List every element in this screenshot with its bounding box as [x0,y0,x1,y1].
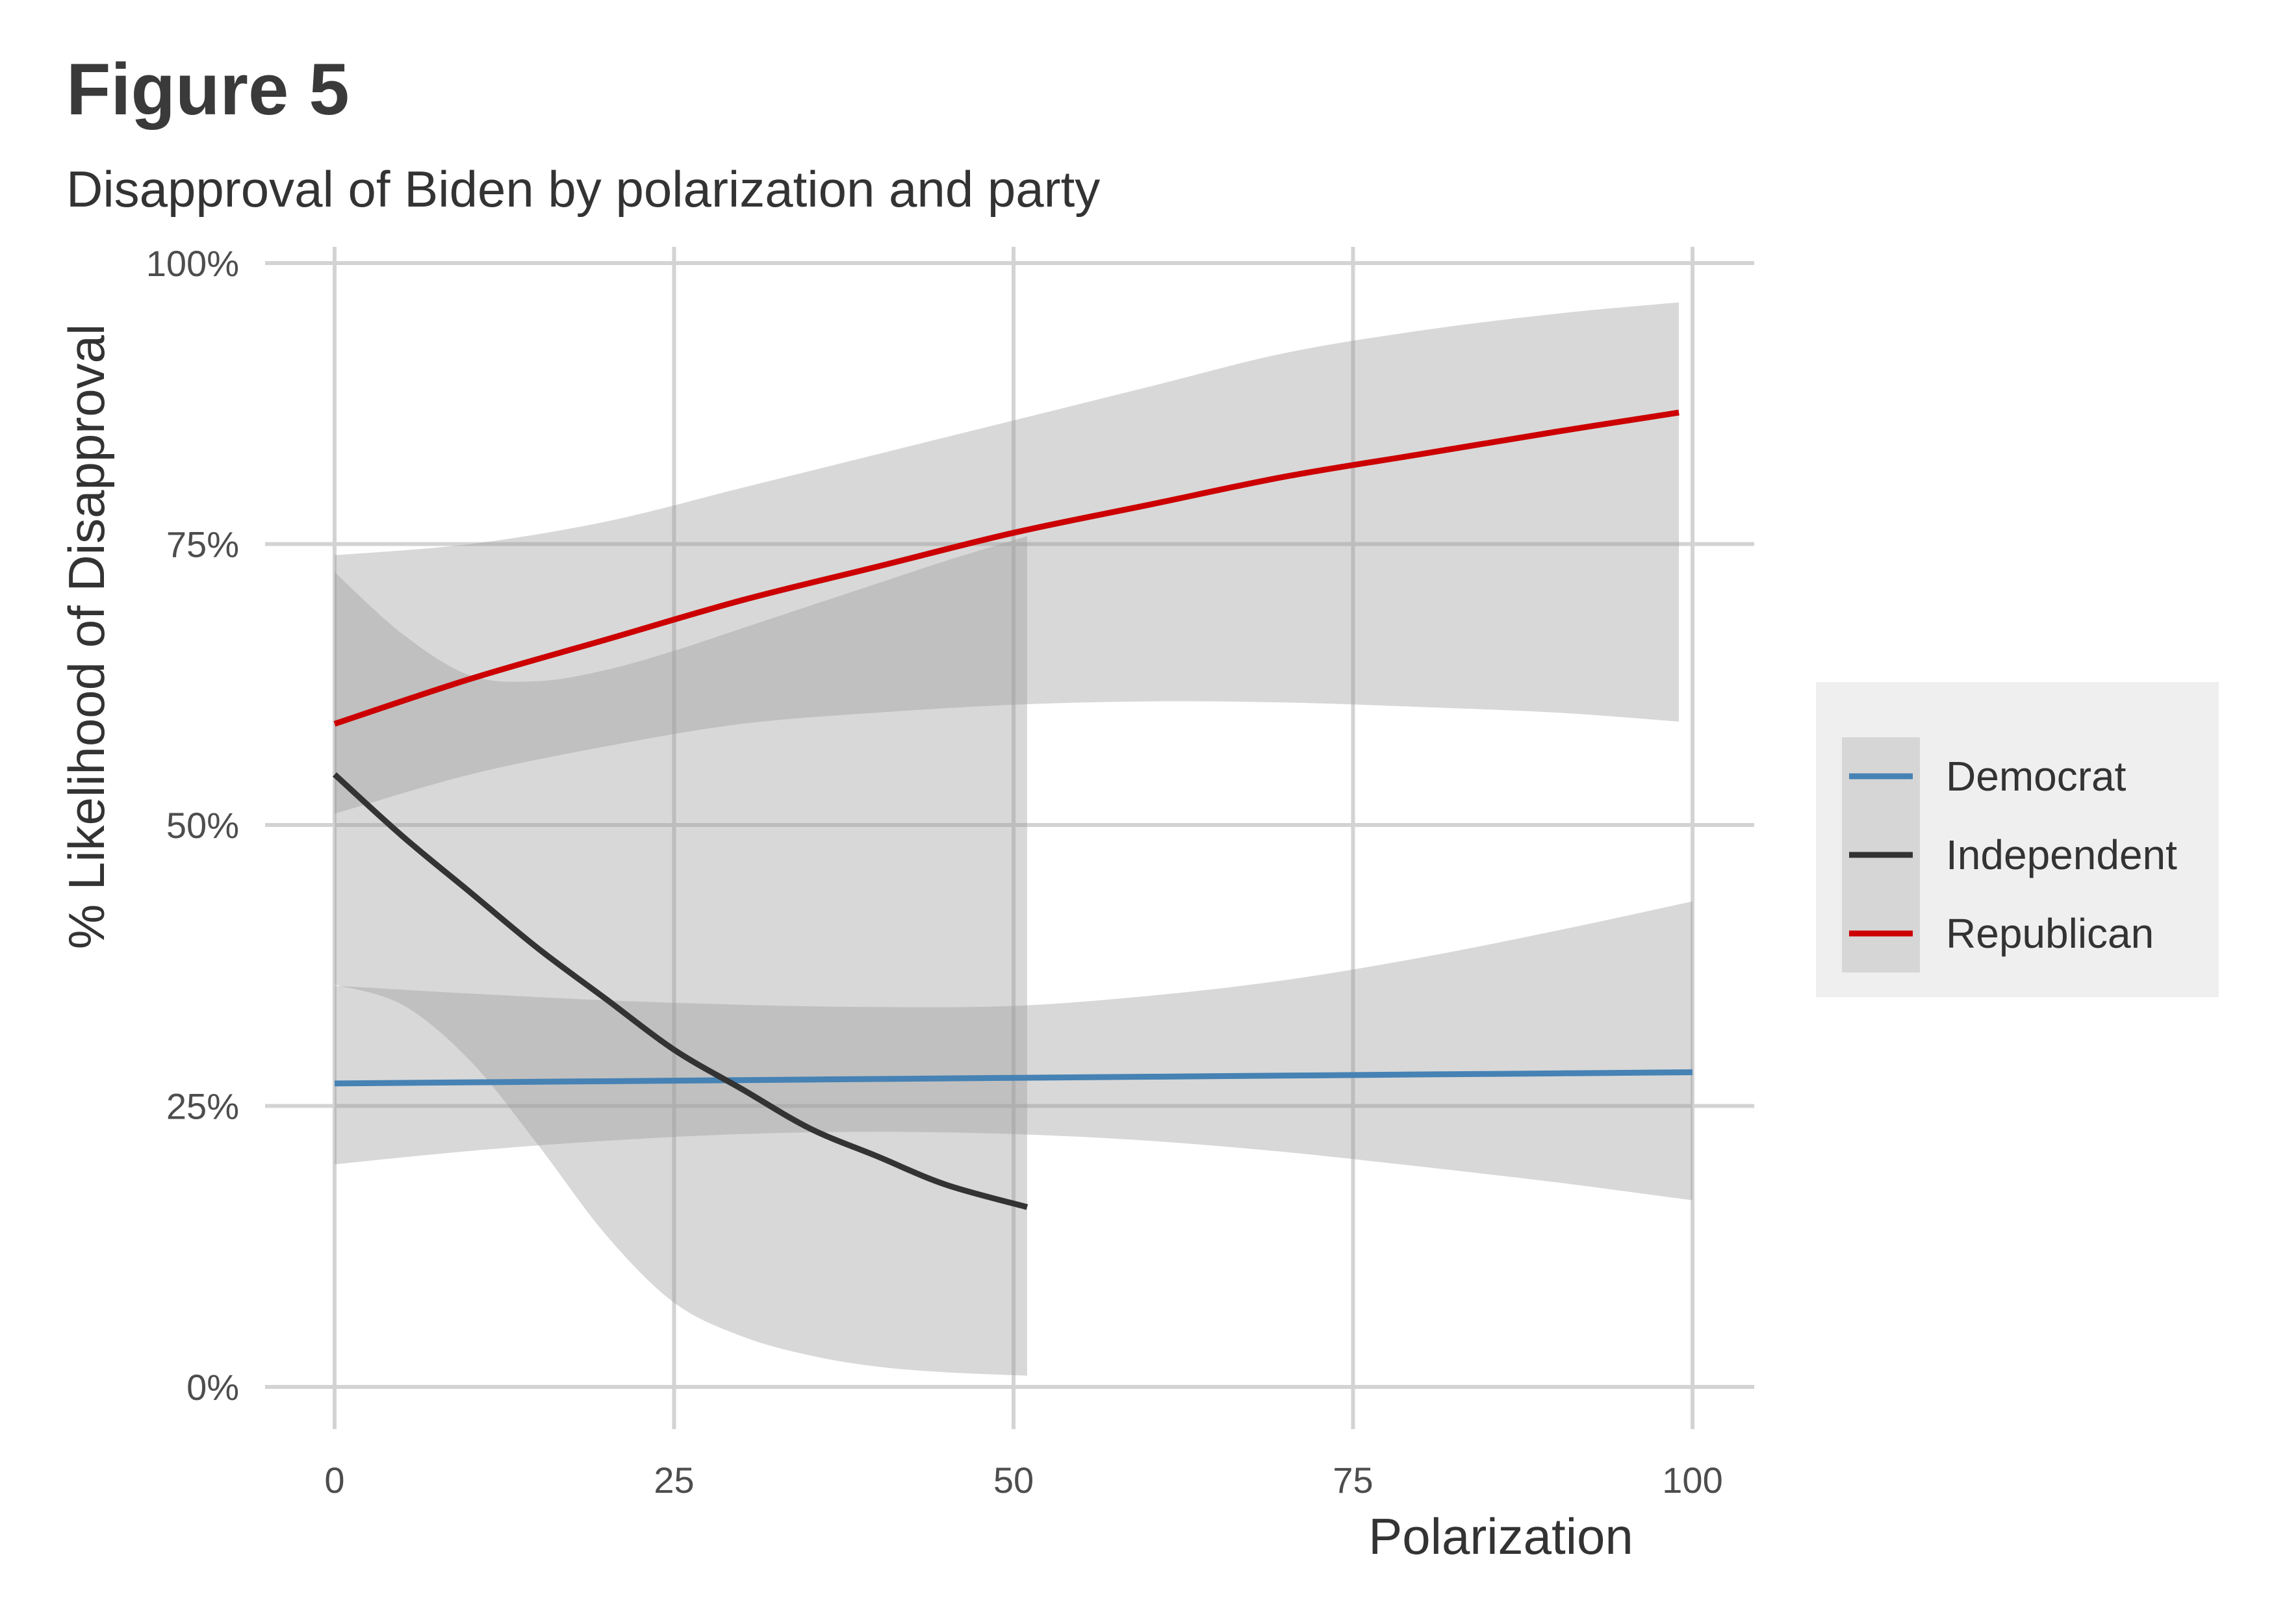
grid-lines [265,247,1754,1429]
y-tick-label: 75% [166,524,239,565]
ci-ribbon-republican [335,302,1680,814]
x-tick-label: 100 [1662,1460,1722,1501]
series-line-independent [332,772,1028,1210]
series-lines [332,409,1693,1210]
ci-ribbon-democrat [335,901,1693,1200]
legend: Democrat Independent Republican [1816,682,2219,997]
x-tick-label: 0 [324,1460,344,1501]
confidence-ribbons [335,302,1693,1376]
legend-item-republican: Republican [1849,910,2154,957]
legend-label: Democrat [1946,753,2127,800]
legend-item-independent: Independent [1849,831,2177,878]
x-tick-label: 25 [654,1460,694,1501]
x-axis-title: Polarization [1368,1508,1633,1565]
y-tick-label: 0% [186,1367,239,1408]
y-tick-label: 50% [166,805,239,846]
tick-labels: 0% 25% 50% 75% 100% 0 25 50 75 100 [146,243,1723,1501]
series-line-democrat [334,1069,1693,1087]
series-line-republican [333,409,1680,727]
legend-label: Republican [1946,910,2154,957]
y-axis-title: % Likelihood of Disapproval [58,324,115,950]
x-tick-label: 50 [993,1460,1034,1501]
figure-title: Figure 5 [66,49,350,130]
figure-subtitle: Disapproval of Biden by polarization and… [66,160,1101,218]
legend-items: Democrat Independent Republican [1849,753,2177,957]
legend-label: Independent [1946,831,2177,878]
legend-item-democrat: Democrat [1849,753,2127,800]
x-tick-label: 75 [1333,1460,1373,1501]
y-tick-label: 25% [166,1086,239,1127]
y-tick-label: 100% [146,243,239,284]
ci-ribbon-independent [335,536,1027,1376]
